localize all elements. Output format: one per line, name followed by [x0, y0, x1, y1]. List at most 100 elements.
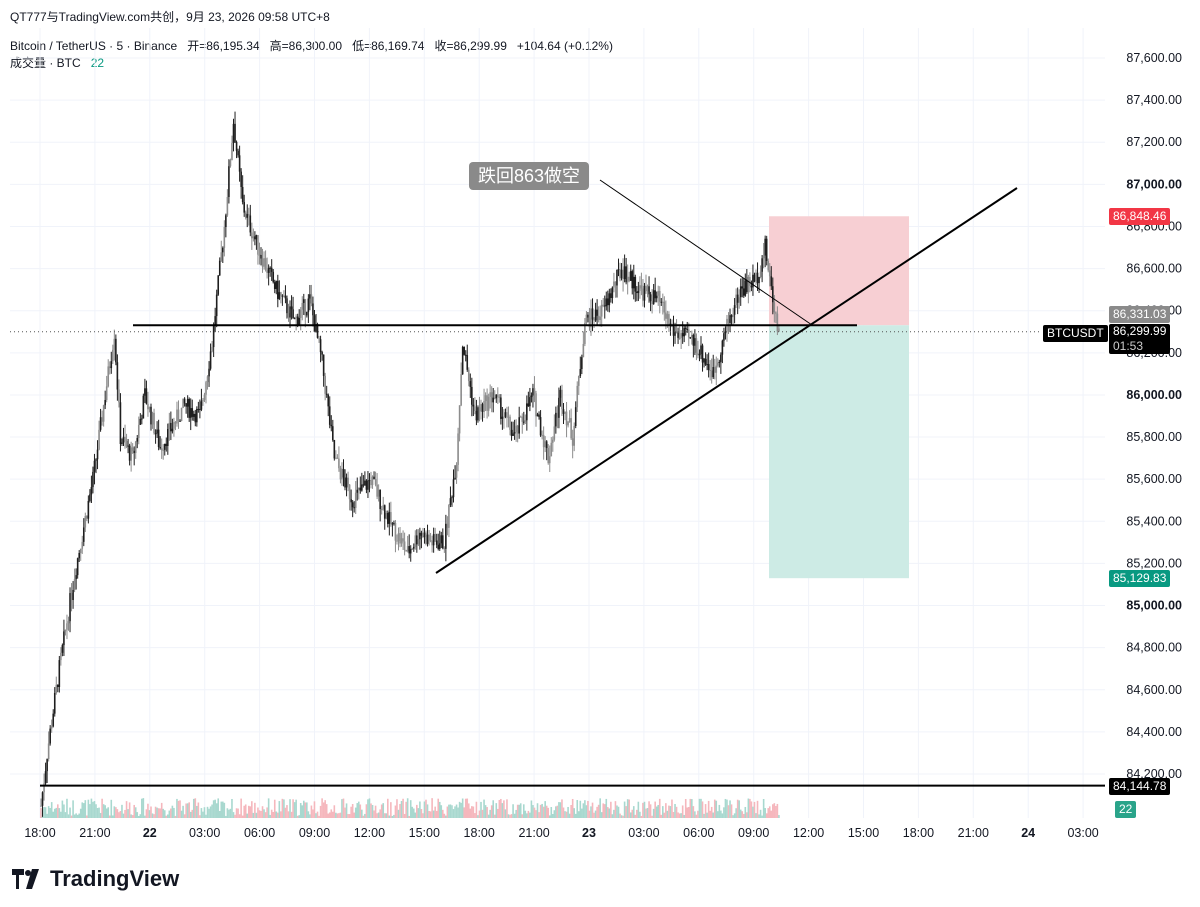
volume-bar: [713, 799, 716, 818]
volume-bar: [715, 800, 718, 818]
volume-bar: [189, 811, 192, 818]
candle-body: [160, 448, 163, 451]
candle-body: [655, 295, 658, 299]
candle-body: [703, 358, 705, 363]
candle-body: [720, 354, 722, 362]
candle-body: [43, 783, 45, 793]
candle-body: [380, 508, 383, 510]
volume-bar: [280, 811, 282, 818]
candle-body: [101, 417, 103, 422]
candle-body: [374, 479, 377, 485]
candle-body: [128, 445, 131, 461]
candle-body: [87, 500, 90, 519]
candle-body: [492, 397, 495, 403]
time-axis-label: 06:00: [244, 826, 275, 840]
candle-body: [455, 464, 458, 478]
volume-bar: [457, 807, 459, 818]
volume-bar: [200, 808, 203, 818]
volume-bar: [87, 799, 90, 818]
tradingview-logo[interactable]: TradingView: [12, 866, 179, 892]
volume-label[interactable]: 成交量 · BTC: [10, 56, 81, 70]
candle-body: [409, 549, 412, 554]
volume-bar: [770, 810, 773, 818]
volume-bar: [480, 801, 482, 818]
volume-bar: [246, 813, 249, 818]
volume-bar: [683, 814, 685, 818]
volume-bar: [144, 815, 146, 818]
volume-bar: [214, 799, 216, 818]
candle-body: [122, 436, 125, 443]
candle-body: [629, 271, 632, 281]
candle-body: [463, 346, 465, 355]
volume-bar: [516, 804, 519, 818]
volume-bar: [93, 801, 96, 818]
volume-bar: [119, 811, 122, 818]
candle-body: [616, 269, 618, 286]
candle-body: [668, 314, 670, 325]
candle-body: [420, 532, 423, 536]
volume-bar: [382, 803, 385, 818]
volume-bar: [524, 810, 527, 818]
symbol-label[interactable]: Bitcoin / TetherUS · 5 · Binance: [10, 39, 178, 53]
candle-body: [348, 484, 351, 500]
candle-body: [738, 297, 740, 303]
candle-body: [388, 512, 391, 524]
candle-body: [529, 397, 531, 407]
candle-body: [293, 318, 296, 320]
volume-bar: [438, 801, 441, 818]
candle-body: [472, 404, 475, 407]
candle-body: [649, 294, 652, 302]
volume-bar: [778, 815, 780, 818]
volume-bar: [260, 810, 262, 818]
volume-bar: [130, 814, 132, 818]
candle-body: [773, 302, 776, 313]
volume-bar: [139, 814, 142, 818]
candle-body: [475, 410, 478, 421]
volume-bar: [497, 808, 499, 818]
volume-bar: [154, 806, 157, 818]
volume-bar: [58, 808, 61, 818]
volume-bar: [747, 798, 750, 818]
volume-bar: [590, 806, 592, 818]
candle-body: [527, 403, 530, 407]
volume-bar: [174, 815, 177, 818]
candle-body: [102, 405, 105, 422]
volume-bar: [730, 804, 733, 818]
candle-body: [324, 375, 326, 394]
volume-bar: [559, 802, 562, 818]
candle-body: [429, 540, 432, 542]
volume-bar: [333, 805, 336, 818]
candle-body: [457, 433, 459, 465]
volume-bar: [564, 811, 566, 818]
volume-bar: [330, 809, 333, 818]
candle-body: [223, 227, 226, 248]
candle-body: [206, 376, 209, 383]
candle-body: [642, 288, 644, 301]
candle-body: [212, 324, 215, 348]
candle-body: [191, 408, 194, 417]
candle-body: [405, 550, 407, 552]
annotation-callout[interactable]: 跌回863做空: [469, 162, 590, 190]
candle-body: [723, 333, 725, 341]
volume-bar: [388, 815, 391, 818]
volume-bar: [354, 807, 357, 818]
candle-body: [778, 328, 780, 332]
candle-body: [130, 447, 132, 461]
volume-bar: [90, 798, 93, 818]
volume-bar: [689, 798, 692, 818]
candle-body: [461, 346, 464, 375]
volume-bar: [710, 806, 713, 818]
candle-body: [408, 546, 410, 554]
candle-body: [718, 361, 721, 363]
volume-bar: [69, 807, 71, 818]
volume-bar: [150, 806, 152, 818]
candle-body: [555, 412, 557, 427]
candle-body: [226, 196, 229, 216]
candle-body: [225, 215, 227, 228]
candle-body: [669, 323, 672, 325]
last-price-tag: 86,299.99 01:53: [1109, 324, 1171, 354]
volume-bar: [707, 800, 710, 818]
volume-bar: [125, 801, 128, 818]
volume-bar: [593, 812, 595, 818]
